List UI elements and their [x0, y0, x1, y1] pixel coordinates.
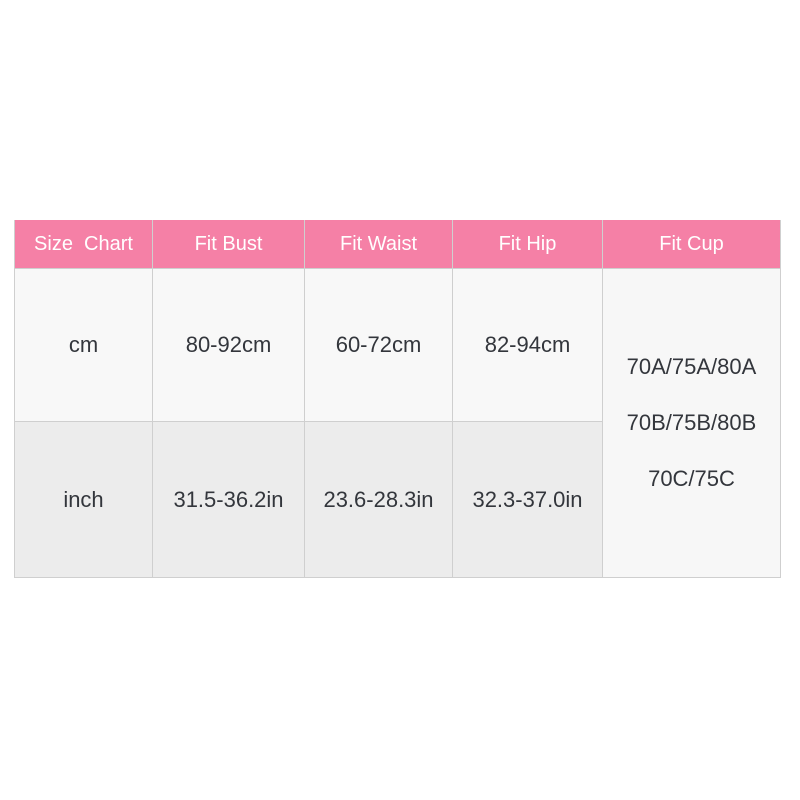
table-row-cm: cm 80-92cm 60-72cm 82-94cm 70A/75A/80A 7… [14, 268, 781, 578]
cell-inch-waist: 23.6-28.3in [304, 421, 453, 578]
cell-inch-bust: 31.5-36.2in [152, 421, 305, 578]
cell-inch-label: inch [14, 421, 153, 578]
header-fit-cup: Fit Cup [602, 220, 781, 269]
cell-cm-label: cm [14, 268, 153, 422]
header-fit-hip: Fit Hip [452, 220, 603, 269]
table-row-inch: inch 31.5-36.2in 23.6-28.3in 32.3-37.0in [14, 421, 781, 578]
fit-cup-line-b: 70B/75B/80B [626, 409, 757, 435]
cell-fit-cup: 70A/75A/80A 70B/75B/80B 70C/75C [602, 268, 781, 578]
size-chart-header-row: Size Chart Fit Bust Fit Waist Fit Hip Fi… [14, 220, 781, 269]
cell-cm-waist: 60-72cm [304, 268, 453, 422]
header-size-chart: Size Chart [14, 220, 153, 269]
size-chart-table: Size Chart Fit Bust Fit Waist Fit Hip Fi… [14, 220, 781, 578]
header-fit-waist: Fit Waist [304, 220, 453, 269]
header-fit-bust: Fit Bust [152, 220, 305, 269]
cell-cm-bust: 80-92cm [152, 268, 305, 422]
fit-cup-line-c: 70C/75C [648, 466, 735, 492]
fit-cup-line-a: 70A/75A/80A [626, 353, 757, 379]
cell-inch-hip: 32.3-37.0in [452, 421, 603, 578]
fit-cup-lines: 70A/75A/80A 70B/75B/80B 70C/75C [603, 353, 780, 492]
cell-cm-hip: 82-94cm [452, 268, 603, 422]
